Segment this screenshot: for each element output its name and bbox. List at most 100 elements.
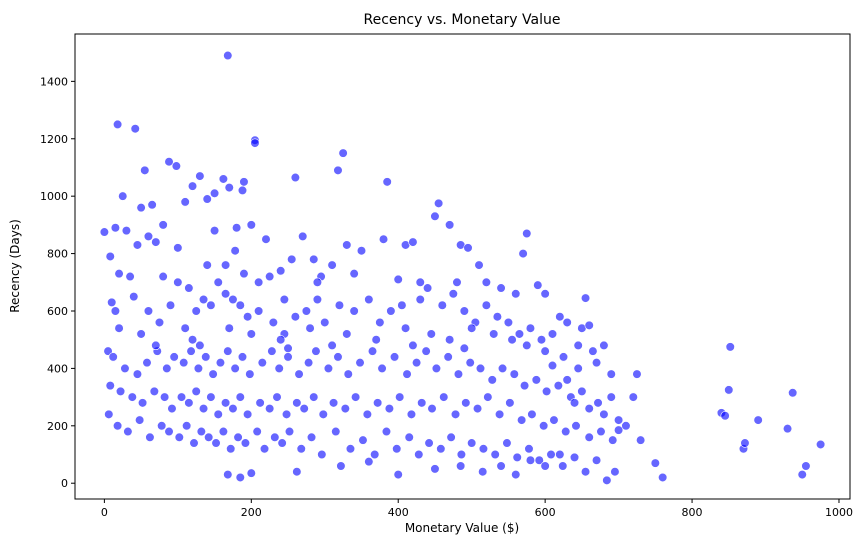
- scatter-point: [430, 464, 440, 474]
- scatter-point: [196, 426, 206, 437]
- scatter-point: [490, 449, 500, 460]
- scatter-point: [402, 369, 412, 379]
- scatter-point: [327, 340, 337, 351]
- scatter-point: [426, 329, 436, 339]
- y-tick-label: 0: [61, 477, 68, 490]
- scatter-point: [114, 323, 124, 333]
- scatter-point: [120, 363, 130, 373]
- scatter-point: [284, 426, 295, 437]
- scatter-point: [99, 227, 109, 237]
- scatter-point: [588, 346, 598, 356]
- scatter-point: [555, 449, 565, 460]
- scatter-point: [591, 358, 602, 368]
- scatter-point: [606, 369, 616, 379]
- scatter-point: [180, 323, 190, 333]
- scatter-point: [268, 317, 278, 328]
- scatter-point: [195, 171, 205, 181]
- scatter-point: [328, 398, 339, 408]
- scatter-point: [461, 398, 471, 408]
- scatter-point: [628, 392, 638, 402]
- scatter-point: [472, 403, 483, 414]
- scatter-point: [580, 467, 591, 477]
- scatter-point: [602, 475, 612, 485]
- y-tick-label: 1000: [40, 190, 68, 203]
- scatter-point: [562, 375, 572, 385]
- scatter-point: [487, 375, 497, 385]
- scatter-point: [377, 363, 387, 373]
- scatter-point: [104, 409, 114, 419]
- x-tick-label: 600: [535, 506, 556, 519]
- scatter-point: [478, 467, 488, 477]
- scatter-point: [331, 426, 341, 437]
- scatter-point: [381, 426, 392, 437]
- scatter-point: [180, 197, 190, 207]
- scatter-point: [558, 352, 569, 362]
- scatter-point: [274, 363, 284, 373]
- scatter-point: [509, 369, 519, 379]
- scatter-point: [281, 409, 292, 419]
- scatter-point: [349, 306, 359, 316]
- scatter-point: [740, 438, 750, 448]
- scatter-point: [599, 340, 609, 351]
- scatter-point: [174, 432, 184, 442]
- scatter-point: [393, 274, 403, 285]
- scatter-point: [121, 226, 132, 236]
- chart-title: Recency vs. Monetary Value: [364, 12, 561, 28]
- scatter-point: [160, 392, 170, 402]
- scatter-point: [173, 243, 183, 253]
- scatter-point: [358, 435, 368, 445]
- scatter-point: [323, 363, 334, 373]
- scatter-point: [364, 457, 374, 467]
- scatter-point: [584, 403, 594, 414]
- scatter-point: [467, 323, 477, 333]
- scatter-point: [371, 335, 381, 345]
- scatter-point: [725, 342, 735, 352]
- scatter-point: [213, 277, 223, 287]
- scatter-point: [230, 363, 240, 373]
- scatter-point: [224, 323, 234, 333]
- scatter-point: [149, 386, 159, 396]
- scatter-point: [171, 161, 181, 171]
- scatter-point: [105, 251, 115, 262]
- scatter-point: [179, 358, 189, 368]
- scatter-point: [186, 346, 196, 356]
- scatter-point: [224, 182, 234, 193]
- scatter-point: [378, 234, 389, 244]
- scatter-point: [753, 415, 763, 425]
- scatter-point: [474, 260, 484, 270]
- scatter-point: [233, 432, 243, 442]
- x-tick-label: 200: [241, 506, 262, 519]
- scatter-point: [211, 438, 221, 448]
- scatter-point: [243, 409, 253, 419]
- scatter-point: [317, 449, 327, 460]
- scatter-point: [448, 289, 458, 299]
- scatter-point: [246, 468, 256, 478]
- scatter-point: [507, 335, 517, 345]
- scatter-point: [113, 119, 123, 130]
- scatter-point: [245, 369, 255, 379]
- scatter-point: [277, 438, 287, 448]
- scatter-point: [213, 409, 223, 419]
- scatter-point: [514, 329, 525, 339]
- scatter-point: [445, 335, 455, 345]
- scatter-point: [143, 231, 154, 241]
- scatter-point: [246, 329, 256, 339]
- scatter-point: [349, 269, 359, 279]
- scatter-point: [276, 266, 286, 276]
- scatter-point: [108, 352, 118, 362]
- scatter-point: [158, 220, 168, 230]
- scatter-point: [187, 181, 198, 191]
- scatter-point: [411, 358, 422, 368]
- scatter-point: [113, 421, 123, 431]
- scatter-point: [610, 467, 620, 477]
- scatter-point: [191, 386, 201, 396]
- scatter-point: [614, 415, 624, 425]
- scatter-point: [125, 271, 135, 282]
- scatter-point: [232, 223, 242, 233]
- scatter-point: [223, 346, 233, 356]
- scatter-point: [445, 220, 455, 230]
- scatter-point: [797, 470, 807, 480]
- scatter-point: [220, 289, 231, 299]
- scatter-point: [431, 363, 442, 373]
- scatter-point: [276, 335, 286, 345]
